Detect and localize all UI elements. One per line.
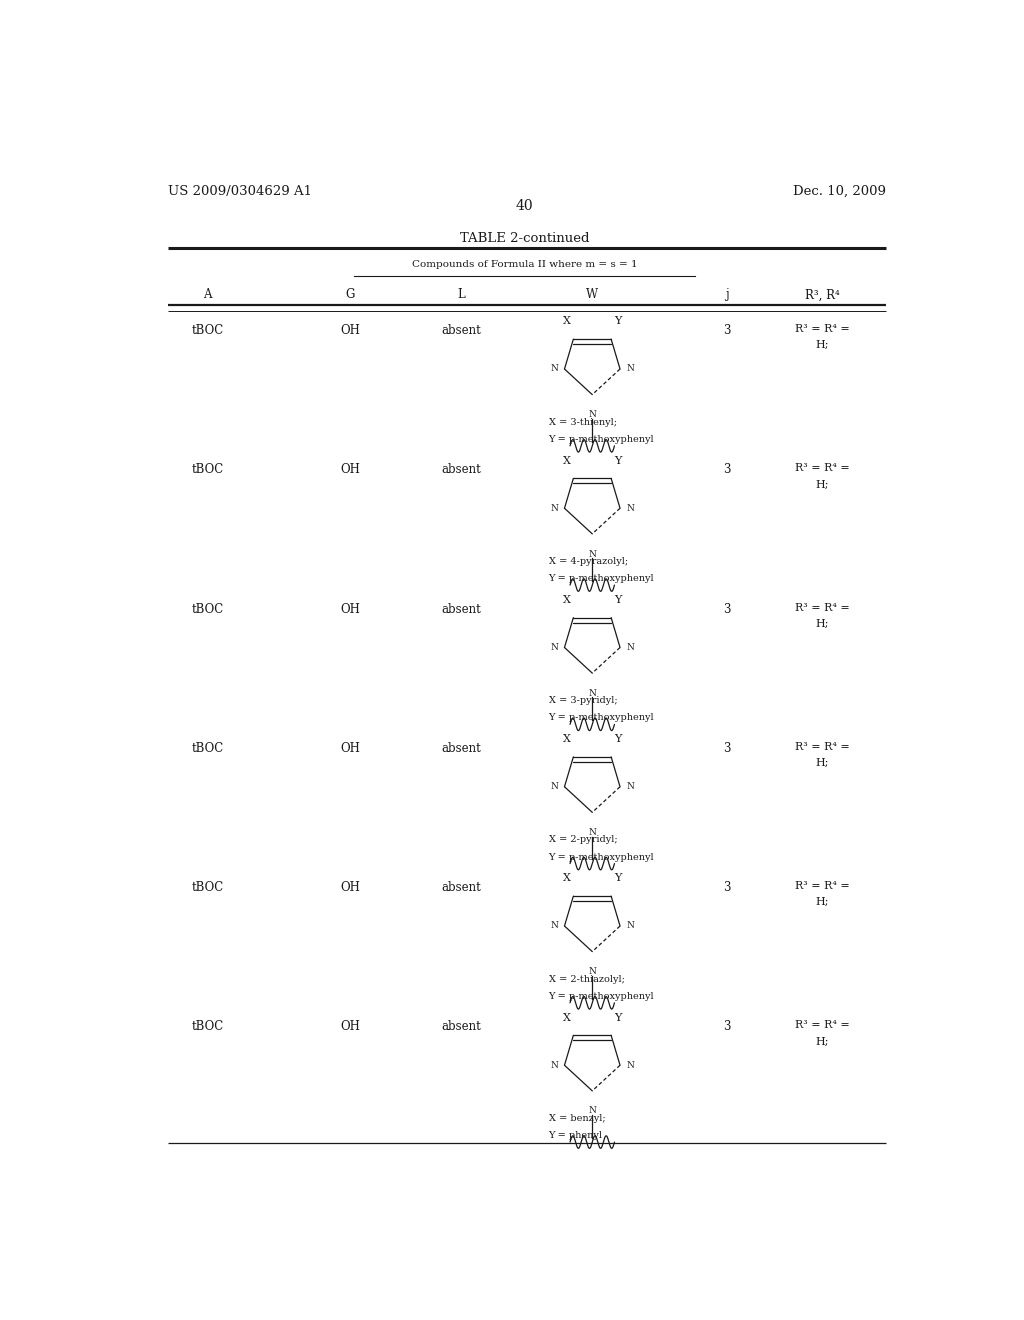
Text: R³ = R⁴ =: R³ = R⁴ = [795, 742, 850, 752]
Text: Y = p-methoxyphenyl: Y = p-methoxyphenyl [549, 434, 654, 444]
Text: Y = p-methoxyphenyl: Y = p-methoxyphenyl [549, 991, 654, 1001]
Text: tBOC: tBOC [191, 325, 223, 337]
Text: US 2009/0304629 A1: US 2009/0304629 A1 [168, 185, 311, 198]
Text: j: j [725, 289, 729, 301]
Text: tBOC: tBOC [191, 602, 223, 615]
Text: N: N [551, 1061, 558, 1069]
Text: Compounds of Formula II where m = s = 1: Compounds of Formula II where m = s = 1 [412, 260, 638, 269]
Text: 3: 3 [723, 880, 731, 894]
Text: H;: H; [816, 479, 829, 490]
Text: absent: absent [441, 1020, 481, 1034]
Text: N: N [551, 783, 558, 791]
Text: N: N [626, 504, 634, 512]
Text: absent: absent [441, 463, 481, 477]
Text: TABLE 2-continued: TABLE 2-continued [460, 231, 590, 244]
Text: Y: Y [614, 874, 622, 883]
Text: X: X [563, 317, 570, 326]
Text: tBOC: tBOC [191, 880, 223, 894]
Text: X: X [563, 455, 570, 466]
Text: N: N [626, 643, 634, 652]
Text: X = 4-pyrazolyl;: X = 4-pyrazolyl; [549, 557, 628, 566]
Text: N: N [589, 828, 596, 837]
Text: Y = phenyl: Y = phenyl [549, 1131, 602, 1140]
Text: N: N [551, 364, 558, 374]
Text: H;: H; [816, 341, 829, 350]
Text: Y = p-methoxyphenyl: Y = p-methoxyphenyl [549, 574, 654, 583]
Text: N: N [626, 783, 634, 791]
Text: R³ = R⁴ =: R³ = R⁴ = [795, 1020, 850, 1031]
Text: X = 3-pyridyl;: X = 3-pyridyl; [549, 696, 617, 705]
Text: N: N [589, 411, 596, 420]
Text: Y: Y [614, 595, 622, 605]
Text: H;: H; [816, 1036, 829, 1047]
Text: tBOC: tBOC [191, 742, 223, 755]
Text: H;: H; [816, 758, 829, 768]
Text: X = benzyl;: X = benzyl; [549, 1114, 605, 1123]
Text: N: N [626, 1061, 634, 1069]
Text: X = 3-thienyl;: X = 3-thienyl; [549, 417, 616, 426]
Text: OH: OH [340, 325, 360, 337]
Text: tBOC: tBOC [191, 463, 223, 477]
Text: X: X [563, 734, 570, 744]
Text: R³ = R⁴ =: R³ = R⁴ = [795, 602, 850, 612]
Text: W: W [586, 289, 598, 301]
Text: N: N [626, 921, 634, 931]
Text: absent: absent [441, 880, 481, 894]
Text: R³ = R⁴ =: R³ = R⁴ = [795, 880, 850, 891]
Text: N: N [589, 1106, 596, 1115]
Text: Dec. 10, 2009: Dec. 10, 2009 [793, 185, 886, 198]
Text: G: G [345, 289, 355, 301]
Text: A: A [203, 289, 212, 301]
Text: Y: Y [614, 1012, 622, 1023]
Text: absent: absent [441, 602, 481, 615]
Text: 40: 40 [516, 199, 534, 213]
Text: OH: OH [340, 742, 360, 755]
Text: R³ = R⁴ =: R³ = R⁴ = [795, 463, 850, 474]
Text: N: N [589, 549, 596, 558]
Text: N: N [626, 364, 634, 374]
Text: OH: OH [340, 602, 360, 615]
Text: 3: 3 [723, 325, 731, 337]
Text: N: N [551, 643, 558, 652]
Text: R³ = R⁴ =: R³ = R⁴ = [795, 325, 850, 334]
Text: Y: Y [614, 455, 622, 466]
Text: 3: 3 [723, 463, 731, 477]
Text: X: X [563, 1012, 570, 1023]
Text: N: N [551, 504, 558, 512]
Text: 3: 3 [723, 602, 731, 615]
Text: Y: Y [614, 317, 622, 326]
Text: X = 2-thiazolyl;: X = 2-thiazolyl; [549, 974, 625, 983]
Text: absent: absent [441, 742, 481, 755]
Text: X: X [563, 595, 570, 605]
Text: Y = p-methoxyphenyl: Y = p-methoxyphenyl [549, 713, 654, 722]
Text: X: X [563, 874, 570, 883]
Text: N: N [589, 689, 596, 698]
Text: N: N [551, 921, 558, 931]
Text: Y: Y [614, 734, 622, 744]
Text: N: N [589, 968, 596, 977]
Text: absent: absent [441, 325, 481, 337]
Text: L: L [458, 289, 465, 301]
Text: Y = p-methoxyphenyl: Y = p-methoxyphenyl [549, 853, 654, 862]
Text: H;: H; [816, 898, 829, 907]
Text: 3: 3 [723, 1020, 731, 1034]
Text: H;: H; [816, 619, 829, 628]
Text: tBOC: tBOC [191, 1020, 223, 1034]
Text: OH: OH [340, 1020, 360, 1034]
Text: 3: 3 [723, 742, 731, 755]
Text: OH: OH [340, 463, 360, 477]
Text: R³, R⁴: R³, R⁴ [805, 289, 840, 301]
Text: X = 2-pyridyl;: X = 2-pyridyl; [549, 836, 617, 845]
Text: OH: OH [340, 880, 360, 894]
